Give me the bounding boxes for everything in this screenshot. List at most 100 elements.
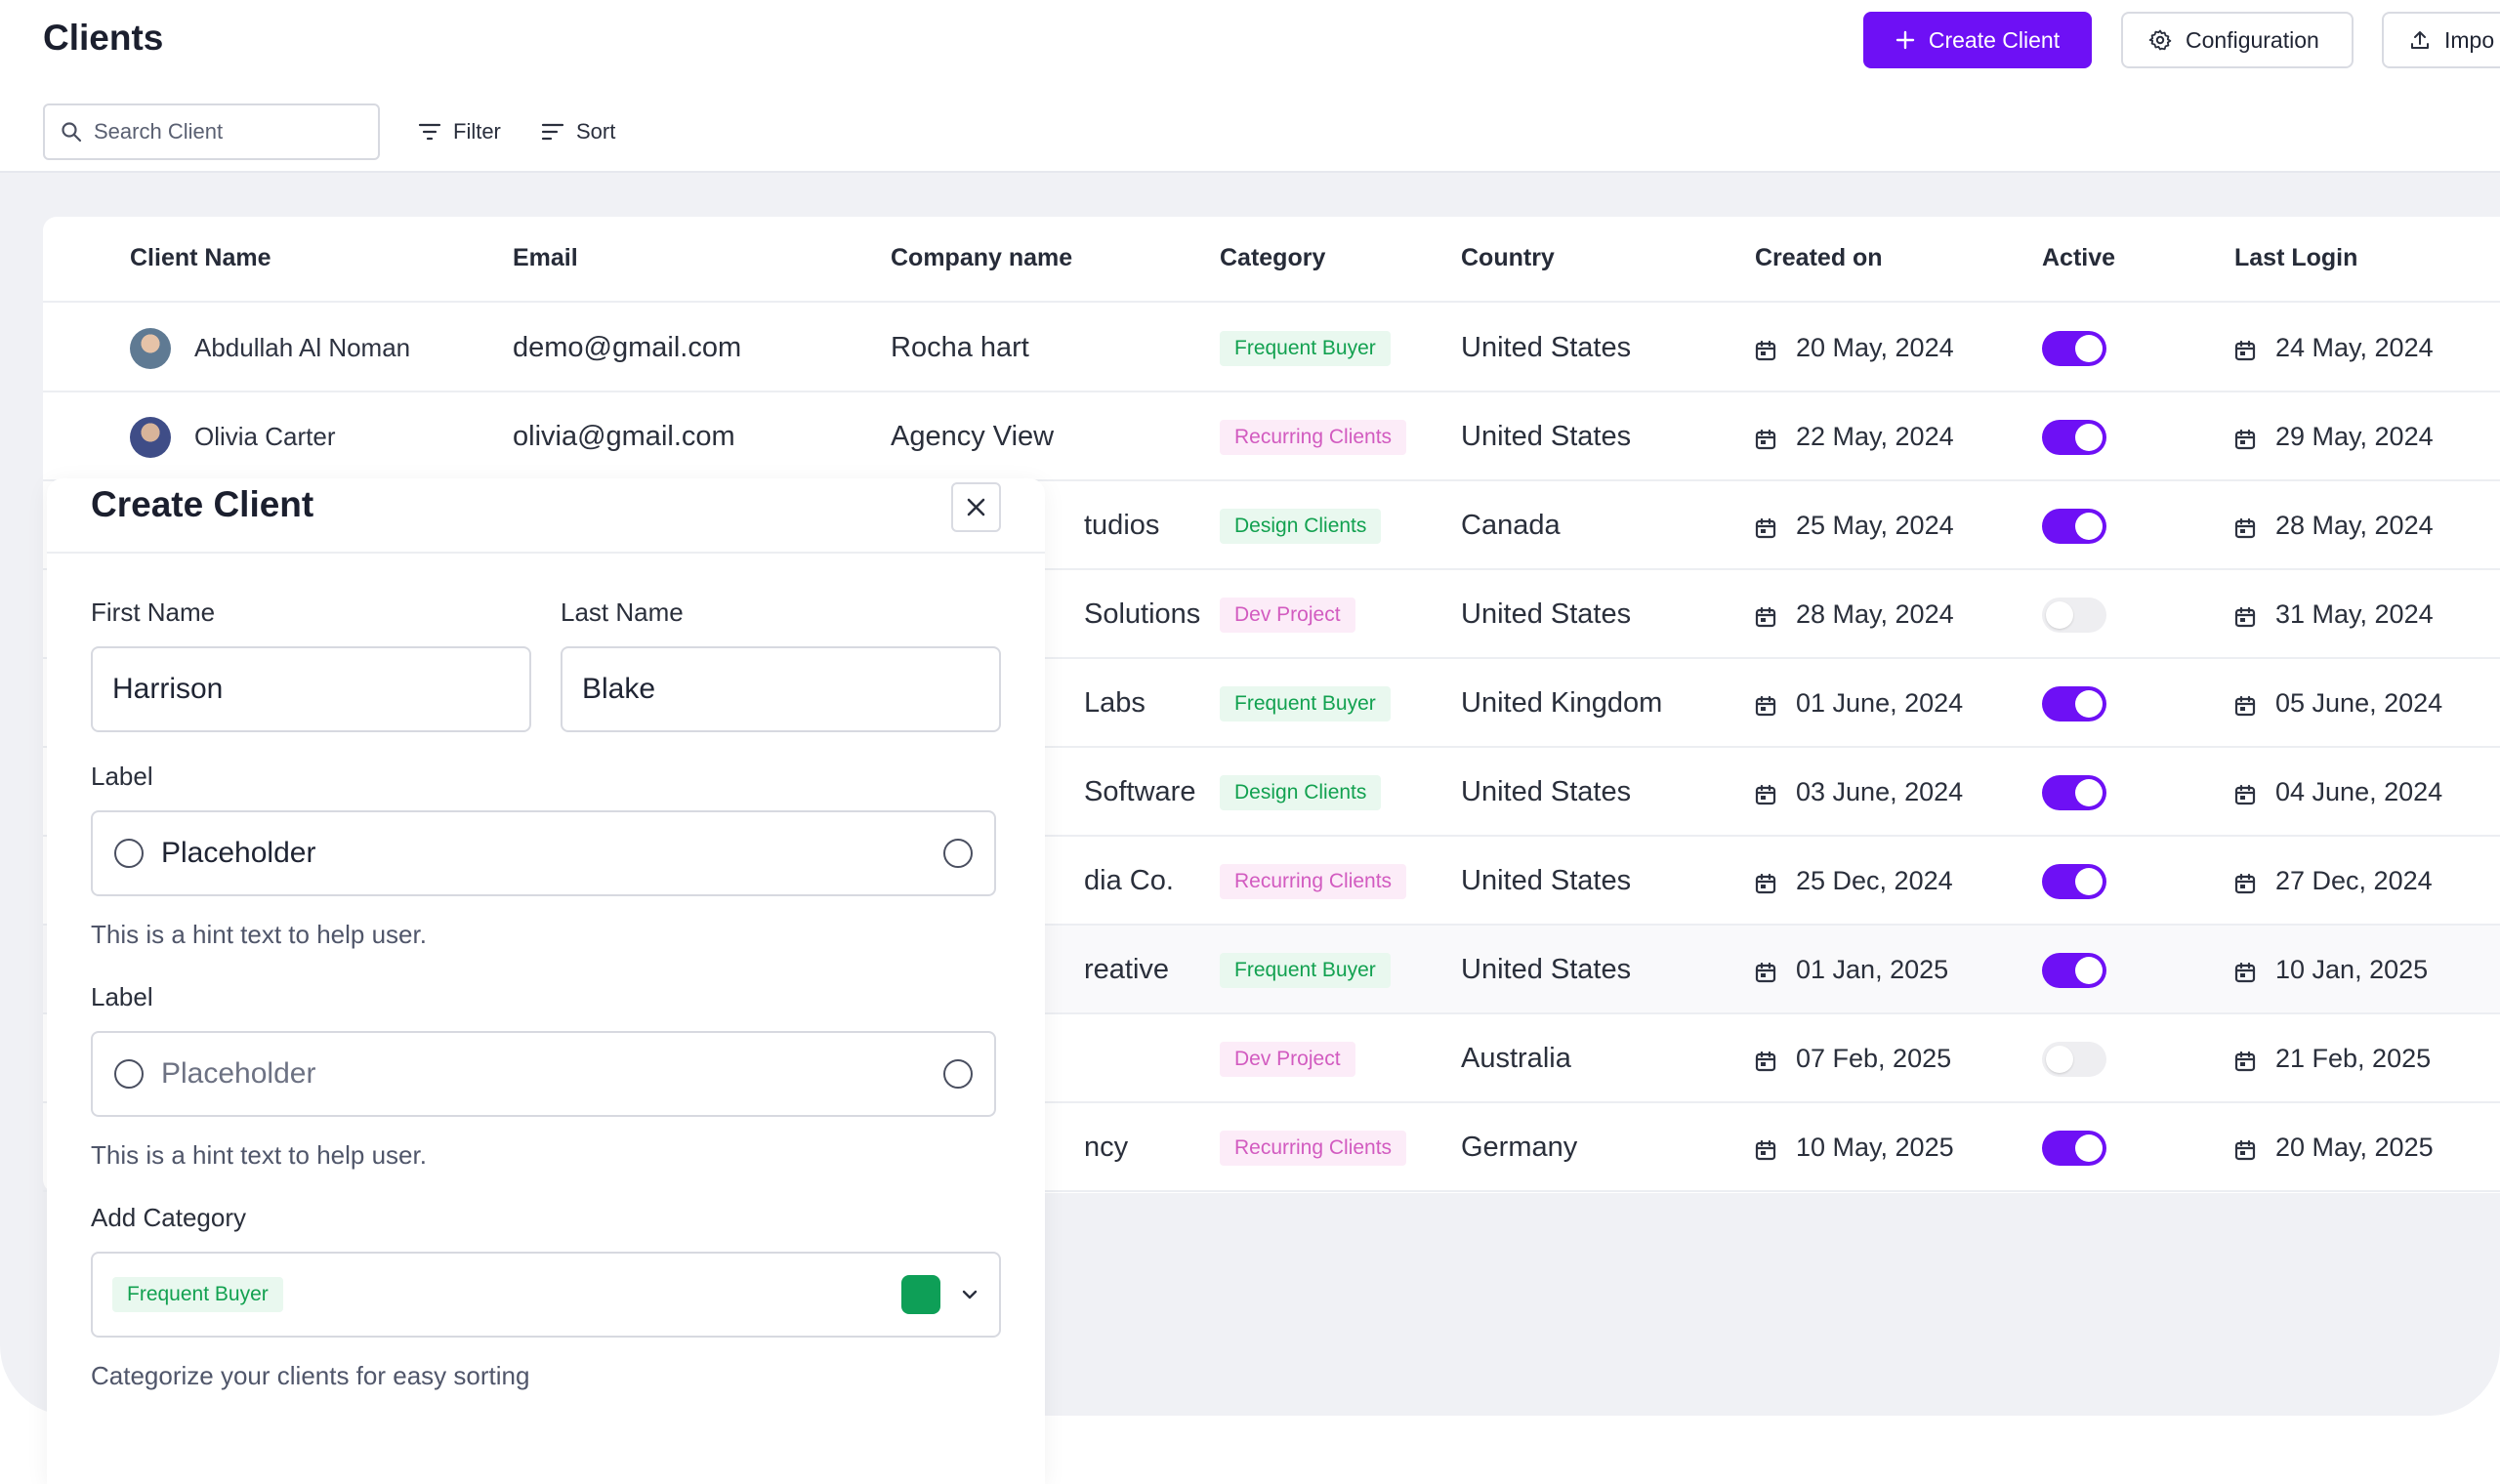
- last-login-cell: 20 May, 2025: [2234, 1103, 2434, 1192]
- column-header-email[interactable]: Email: [513, 244, 578, 271]
- column-header-country[interactable]: Country: [1461, 244, 1555, 271]
- category-cell: Design Clients: [1220, 748, 1382, 837]
- category-badge: Recurring Clients: [1220, 1130, 1407, 1166]
- last-name-label: Last Name: [561, 598, 684, 627]
- calendar-icon: [2234, 338, 2256, 360]
- first-name-field[interactable]: Harrison: [91, 646, 531, 732]
- calendar-icon: [2234, 782, 2256, 804]
- page-title: Clients: [43, 18, 164, 58]
- active-cell: [2042, 570, 2106, 659]
- active-cell: [2042, 926, 2106, 1014]
- column-header-category[interactable]: Category: [1220, 244, 1326, 271]
- last-name-value: Blake: [582, 673, 656, 705]
- created-on-text: 20 May, 2024: [1796, 333, 1954, 362]
- last-name-field[interactable]: Blake: [561, 646, 1001, 732]
- close-icon: [967, 498, 985, 516]
- upload-icon: [2411, 31, 2429, 49]
- plus-icon: [1896, 30, 1915, 50]
- search-input[interactable]: Search Client: [43, 103, 380, 160]
- category-color-swatch[interactable]: [901, 1275, 940, 1314]
- category-badge: Dev Project: [1220, 1041, 1355, 1077]
- client-name: Olivia Carter: [194, 422, 336, 451]
- active-toggle[interactable]: [2042, 597, 2106, 633]
- active-cell: [2042, 1014, 2106, 1103]
- table-row[interactable]: dia Co. Recurring Clients United States 25 …: [43, 837, 2500, 926]
- last-login-text: 28 May, 2024: [2275, 511, 2434, 540]
- last-login-text: 31 May, 2024: [2275, 599, 2434, 629]
- category-badge: Recurring Clients: [1220, 863, 1407, 899]
- table-row[interactable]: Dev Project Australia 07 Feb, 2025 21 Feb, …: [43, 1014, 2500, 1103]
- company-text: Solutions: [1084, 598, 1201, 630]
- created-on-text: 10 May, 2025: [1796, 1133, 1954, 1162]
- header-bar: Clients Create Client Configuration Impo…: [0, 0, 2500, 173]
- category-badge: Design Clients: [1220, 508, 1382, 544]
- active-toggle[interactable]: [2042, 330, 2106, 366]
- created-on-cell: 25 May, 2024: [1755, 481, 1954, 570]
- table-row[interactable]: Olivia Carter olivia@gmail.com Agency View…: [43, 392, 2500, 481]
- last-login-text: 27 Dec, 2024: [2275, 866, 2433, 895]
- search-icon: [62, 122, 82, 143]
- table-row[interactable]: ncy Recurring Clients Germany 10 May, 2025 2…: [43, 1103, 2500, 1192]
- active-toggle[interactable]: [2042, 419, 2106, 455]
- company-text: Software: [1084, 776, 1196, 807]
- field1-input[interactable]: Placeholder: [91, 810, 996, 896]
- created-on-text: 25 May, 2024: [1796, 511, 1954, 540]
- sort-button[interactable]: Sort: [541, 103, 615, 160]
- company-text: dia Co.: [1084, 865, 1174, 896]
- column-header-active[interactable]: Active: [2042, 244, 2116, 271]
- country-text: United States: [1461, 954, 1632, 985]
- sort-label: Sort: [576, 119, 616, 144]
- column-header-client-name[interactable]: Client Name: [130, 244, 271, 271]
- category-badge: Recurring Clients: [1220, 419, 1407, 455]
- last-login-text: 05 June, 2024: [2275, 688, 2443, 718]
- country-text: United States: [1461, 598, 1632, 630]
- email-cell: olivia@gmail.com: [513, 392, 735, 481]
- active-toggle[interactable]: [2042, 952, 2106, 988]
- avatar: [130, 327, 171, 369]
- active-cell: [2042, 837, 2106, 926]
- active-toggle[interactable]: [2042, 508, 2106, 544]
- column-header-created-on[interactable]: Created on: [1755, 244, 1883, 271]
- active-toggle[interactable]: [2042, 774, 2106, 810]
- field2-input[interactable]: Placeholder: [91, 1031, 996, 1117]
- create-client-button[interactable]: Create Client: [1863, 12, 2092, 68]
- active-cell: [2042, 1103, 2106, 1192]
- created-on-text: 25 Dec, 2024: [1796, 866, 1953, 895]
- last-login-text: 24 May, 2024: [2275, 333, 2434, 362]
- client-name-cell: Olivia Carter: [130, 392, 335, 481]
- last-login-text: 29 May, 2024: [2275, 422, 2434, 451]
- category-cell: Recurring Clients: [1220, 1103, 1407, 1192]
- table-row[interactable]: tudios Design Clients Canada 25 May, 2024 28…: [43, 481, 2500, 570]
- filter-button[interactable]: Filter: [418, 103, 501, 160]
- active-toggle[interactable]: [2042, 685, 2106, 721]
- category-select[interactable]: Frequent Buyer: [91, 1252, 1001, 1338]
- active-toggle[interactable]: [2042, 863, 2106, 899]
- calendar-icon: [1755, 960, 1776, 982]
- company-cell: ncy: [1084, 1103, 1128, 1192]
- company-text: reative: [1084, 954, 1170, 985]
- configuration-button[interactable]: Configuration: [2121, 12, 2354, 68]
- country-text: Canada: [1461, 510, 1561, 541]
- column-header-last-login[interactable]: Last Login: [2234, 244, 2358, 271]
- created-on-text: 07 Feb, 2025: [1796, 1044, 1952, 1073]
- country-text: Germany: [1461, 1132, 1578, 1163]
- table-row[interactable]: Labs Frequent Buyer United Kingdom 01 June,…: [43, 659, 2500, 748]
- last-login-text: 20 May, 2025: [2275, 1133, 2434, 1162]
- last-login-cell: 28 May, 2024: [2234, 481, 2434, 570]
- client-name: Abdullah Al Noman: [194, 333, 411, 362]
- active-toggle[interactable]: [2042, 1130, 2106, 1166]
- column-header-company[interactable]: Company name: [891, 244, 1073, 271]
- category-chip: Frequent Buyer: [112, 1277, 283, 1312]
- import-button[interactable]: Impo: [2382, 12, 2500, 68]
- table-row[interactable]: Software Design Clients United States 03 Ju…: [43, 748, 2500, 837]
- calendar-icon: [2234, 693, 2256, 716]
- last-login-cell: 29 May, 2024: [2234, 392, 2434, 481]
- calendar-icon: [1755, 427, 1776, 449]
- country-text: United Kingdom: [1461, 687, 1663, 719]
- table-row[interactable]: Solutions Dev Project United States 28 May,…: [43, 570, 2500, 659]
- last-login-cell: 21 Feb, 2025: [2234, 1014, 2431, 1103]
- active-toggle[interactable]: [2042, 1041, 2106, 1077]
- close-button[interactable]: [951, 482, 1001, 532]
- table-header: Client Name Email Company name Category …: [43, 217, 2500, 303]
- table-row[interactable]: Abdullah Al Noman demo@gmail.com Rocha har…: [43, 304, 2500, 392]
